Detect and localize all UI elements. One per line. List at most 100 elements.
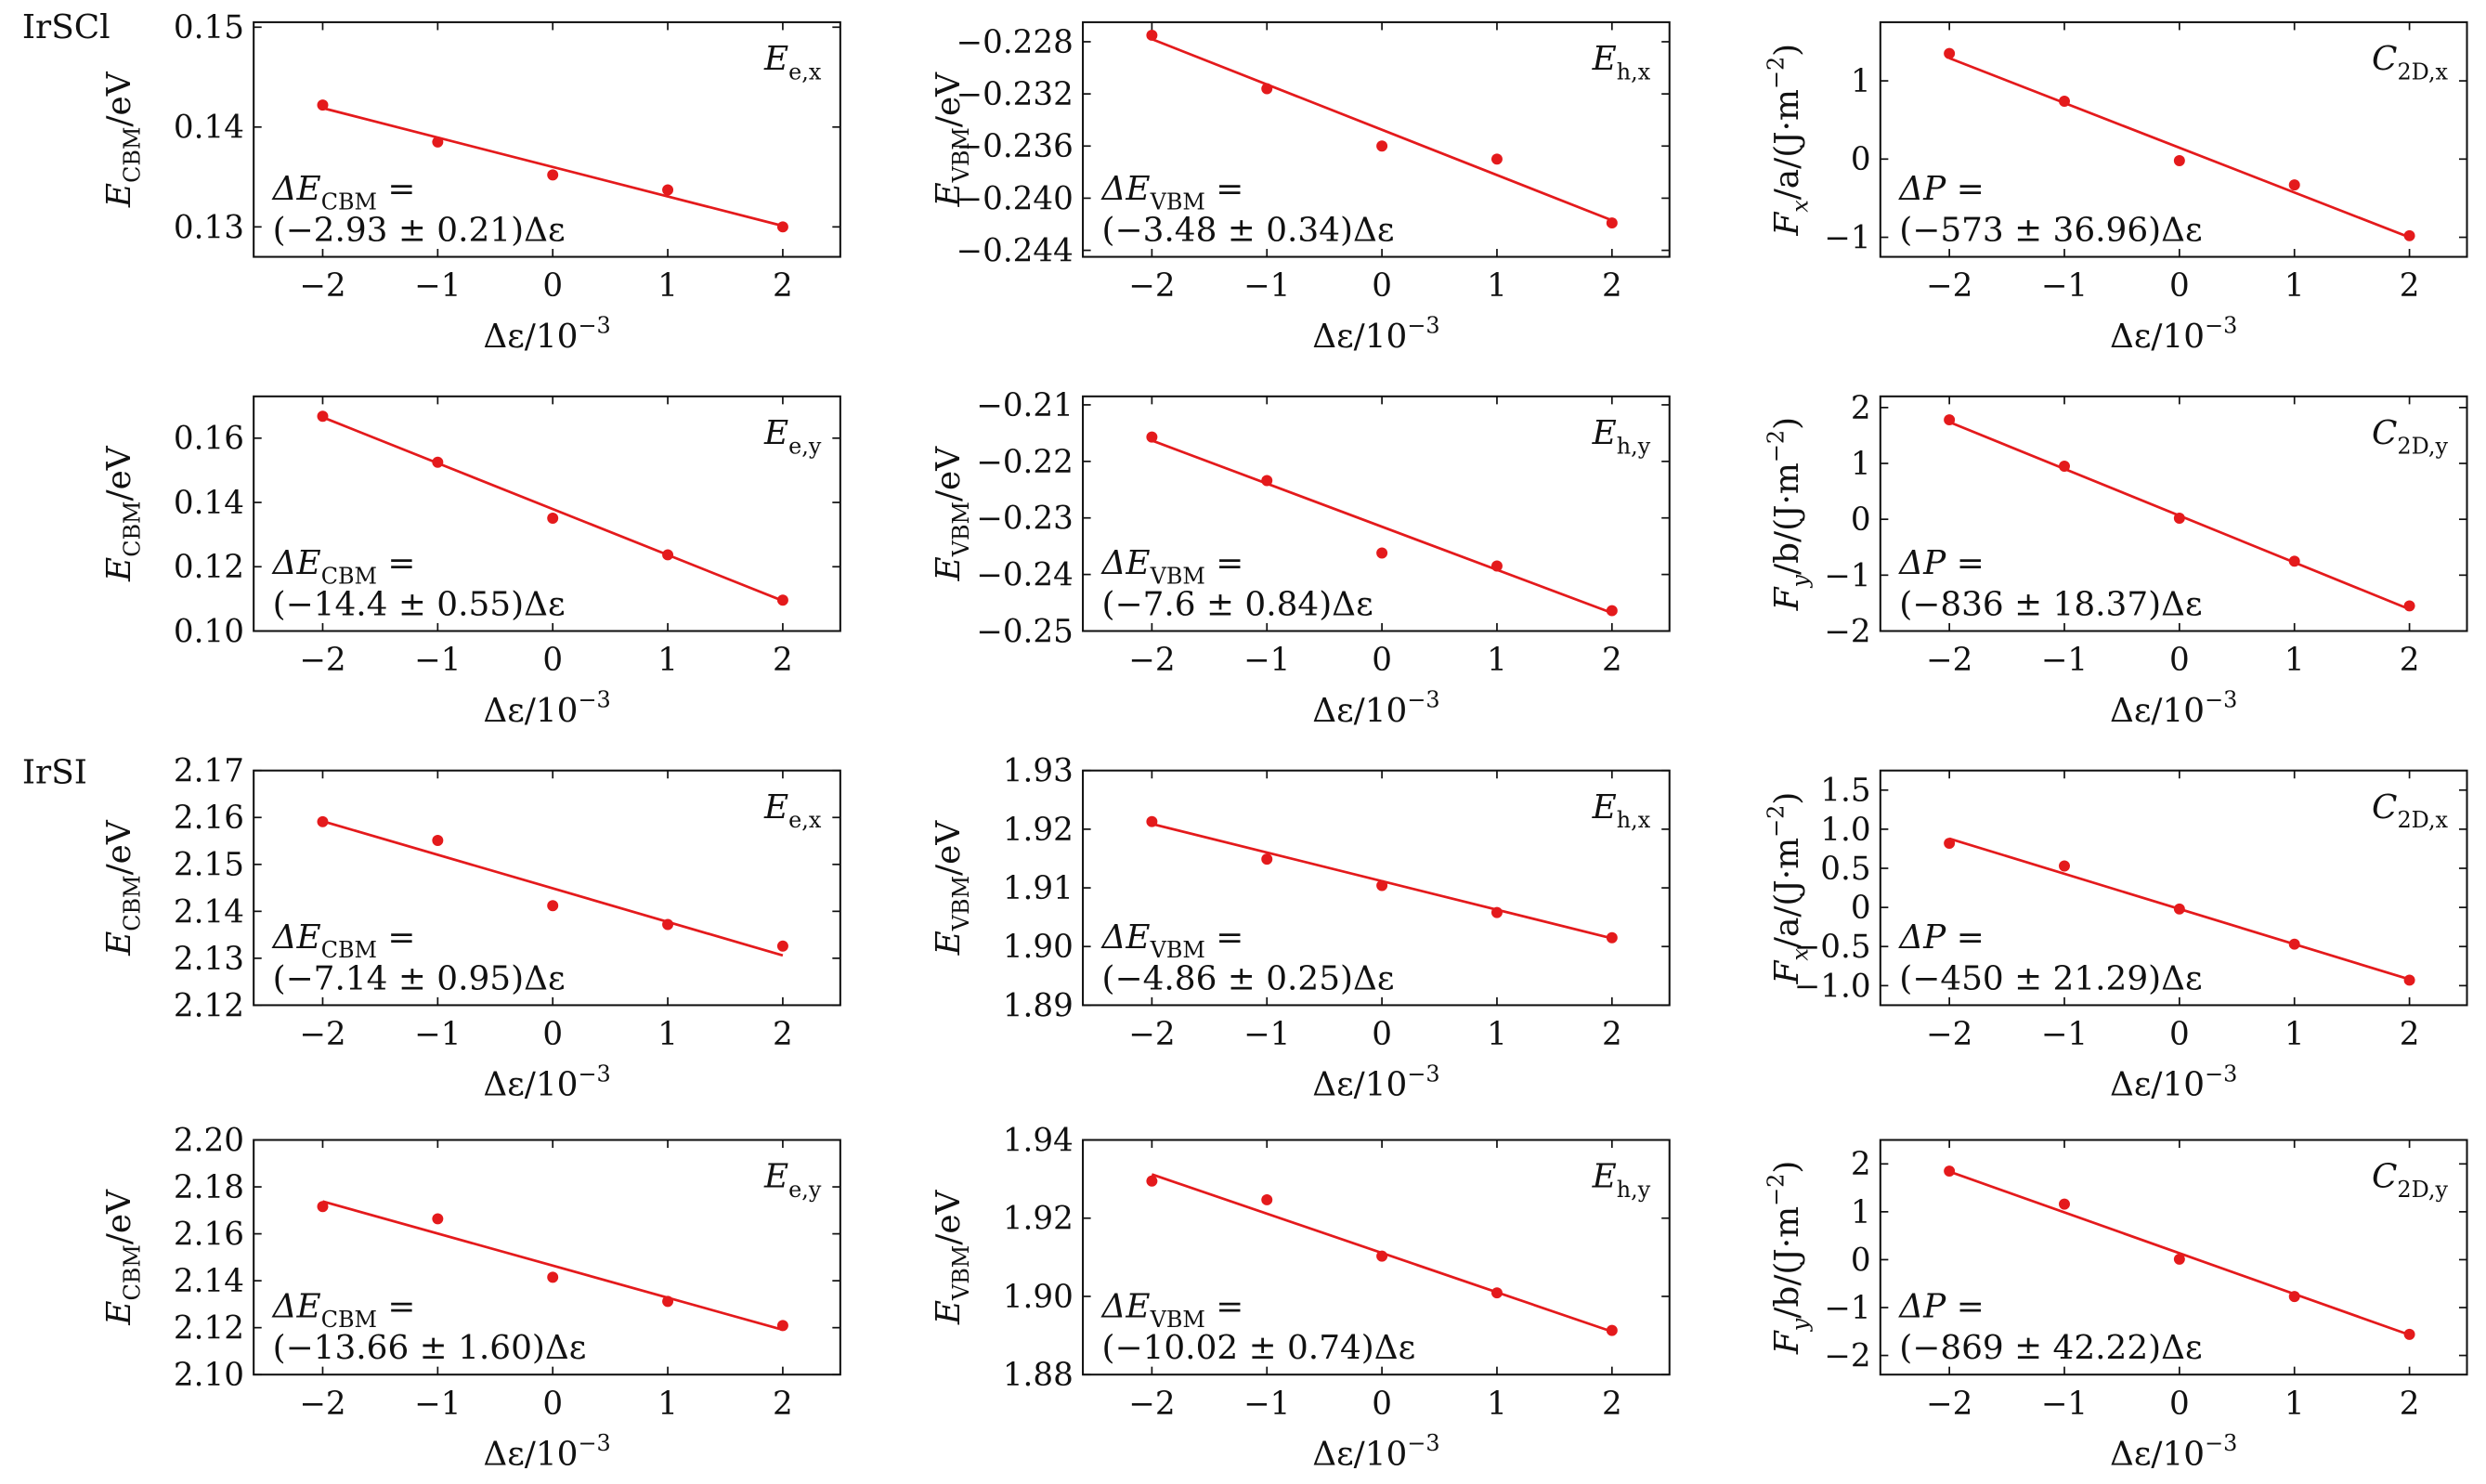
y-axis-title: Fy/b/(J·m−2) (1764, 1161, 1814, 1355)
x-axis-title-main: Δε/10 (483, 1436, 578, 1474)
y-tick-label: 1.91 (1003, 870, 1074, 907)
x-tick-label: −1 (414, 1386, 461, 1423)
panel-tag: C2D,y (2372, 1158, 2449, 1203)
annotation-symbol: ΔP (1897, 170, 1946, 208)
panel-irscl-h-y: −2 −1 0 1 2 −0.21 −0.22 −0.23 −0.24 −0.25 Δε/10−3 E… (930, 387, 1671, 730)
y-axis-title-unit: /eV (100, 819, 138, 875)
x-tick-label: 1 (657, 1386, 678, 1423)
annotation-subscript: VBM (1150, 937, 1205, 963)
data-point (432, 136, 444, 148)
data-point (1261, 1193, 1273, 1205)
x-tick-label: −2 (1128, 642, 1175, 679)
annotation-line-2: (−13.66 ± 1.60)Δε (273, 1329, 587, 1367)
data-point (547, 169, 559, 181)
y-tick-label: −0.23 (976, 501, 1074, 538)
x-axis-title: Δε/10−3 (483, 1430, 610, 1473)
y-tick-label: 2.18 (174, 1169, 244, 1206)
y-tick-label: 0.14 (174, 485, 244, 522)
y-axis-title-symbol: E (100, 557, 138, 582)
annotation-symbol: ΔP (1897, 1288, 1946, 1326)
plot-frame (1879, 769, 2468, 1007)
data-point (2403, 1328, 2415, 1340)
y-tick-label: 1.92 (1003, 1201, 1074, 1238)
annotation-equals: = (377, 1288, 415, 1326)
y-axis-title-symbol: E (930, 1300, 968, 1325)
x-axis-title-main: Δε/10 (1312, 1436, 1407, 1474)
y-axis-title-close: ) (1768, 417, 1806, 430)
y-tick-label: 1 (1851, 63, 1871, 100)
panel-tag: Eh,x (1592, 788, 1651, 833)
data-point (2059, 95, 2070, 107)
data-point (2173, 512, 2185, 524)
annotation-line-1: ΔECBM = (271, 544, 416, 589)
panel-tag: Eh,x (1592, 40, 1651, 85)
panel-tag-subscript: 2D,x (2397, 807, 2448, 833)
plot-frame (253, 1139, 841, 1376)
y-tick-label: 1 (1851, 446, 1871, 483)
annotation-line-2: (−2.93 ± 0.21)Δε (273, 212, 566, 250)
x-axis-title-exponent: −3 (578, 1430, 610, 1456)
plot-frame (253, 395, 841, 632)
x-tick-label: −2 (1926, 267, 1972, 305)
y-tick-label: −0.5 (1794, 929, 1871, 966)
x-tick-label: 1 (1487, 1016, 1507, 1053)
y-tick-label: −0.232 (957, 76, 1074, 113)
y-tick-label: −0.240 (957, 180, 1074, 217)
fit-line (322, 1200, 784, 1332)
y-tick-label: 1 (1851, 1194, 1871, 1231)
annotation-symbol: ΔE (271, 1288, 321, 1326)
x-axis-title: Δε/10−3 (2110, 1061, 2237, 1103)
annotation-subscript: CBM (321, 937, 377, 963)
data-point (2059, 1198, 2070, 1210)
panel-tag-subscript: 2D,y (2397, 1177, 2448, 1203)
x-tick-label: 0 (1372, 1016, 1392, 1053)
y-axis-title-exponent: −2 (1764, 430, 1790, 462)
data-point (547, 1271, 559, 1283)
x-tick-label: 1 (1487, 1386, 1507, 1423)
y-tick-label: 0.14 (174, 110, 244, 147)
y-axis-title-unit: /eV (930, 446, 968, 501)
x-tick-label: 0 (2169, 1016, 2190, 1053)
x-tick-label: 2 (1602, 1016, 1622, 1053)
panel-tag: C2D,y (2372, 414, 2449, 459)
x-tick-label: 2 (773, 267, 793, 305)
x-tick-label: 0 (2169, 1386, 2190, 1423)
panel-tag-subscript: h,x (1617, 807, 1651, 833)
data-point (1490, 1287, 1503, 1299)
x-axis-title-main: Δε/10 (483, 1066, 578, 1104)
annotation-subscript: VBM (1150, 1307, 1205, 1333)
panel-tag-subscript: h,y (1617, 1177, 1651, 1203)
annotation-line-2: (−836 ± 18.37)Δε (1899, 585, 2202, 623)
x-tick-label: 1 (657, 642, 678, 679)
annotation-subscript: CBM (321, 563, 377, 589)
group-label-irscl: IrSCl (22, 8, 111, 46)
x-tick-label: 2 (773, 1016, 793, 1053)
x-axis-title-exponent: −3 (2205, 1430, 2237, 1456)
plot-frame (1879, 395, 2468, 632)
x-tick-label: −2 (299, 642, 345, 679)
annotation-symbol: ΔP (1897, 544, 1946, 582)
y-axis-title-close: ) (1768, 44, 1806, 57)
data-point (1376, 547, 1388, 559)
data-point (1146, 29, 1158, 41)
x-tick-label: −1 (414, 642, 461, 679)
y-axis-title-close: ) (1768, 792, 1806, 805)
y-tick-label: −0.228 (957, 24, 1074, 61)
y-axis-title-subscript: CBM (119, 875, 145, 931)
annotation-line-1: ΔP = (1897, 918, 1984, 957)
fit-line (1948, 1170, 2411, 1336)
y-axis-title: ECBM/eV (100, 819, 145, 957)
annotation-equals: = (1946, 1288, 1984, 1326)
panel-tag: Ee,y (763, 414, 822, 459)
panel-irsi-h-y: −2 −1 0 1 21.881.901.921.94Δε/10−3EVBM/eVEh,… (930, 1122, 1671, 1474)
annotation-line-2: (−450 ± 21.29)Δε (1899, 959, 2202, 997)
y-tick-label: 2.16 (174, 1217, 244, 1254)
panel-tag-symbol: E (763, 40, 788, 78)
y-axis-title: EVBM/eV (930, 446, 974, 582)
y-tick-label: −0.24 (976, 557, 1074, 594)
x-tick-label: 2 (1602, 642, 1622, 679)
panel-tag-subscript: e,x (788, 807, 822, 833)
fit-line (322, 107, 784, 228)
x-tick-label: −2 (299, 267, 345, 305)
